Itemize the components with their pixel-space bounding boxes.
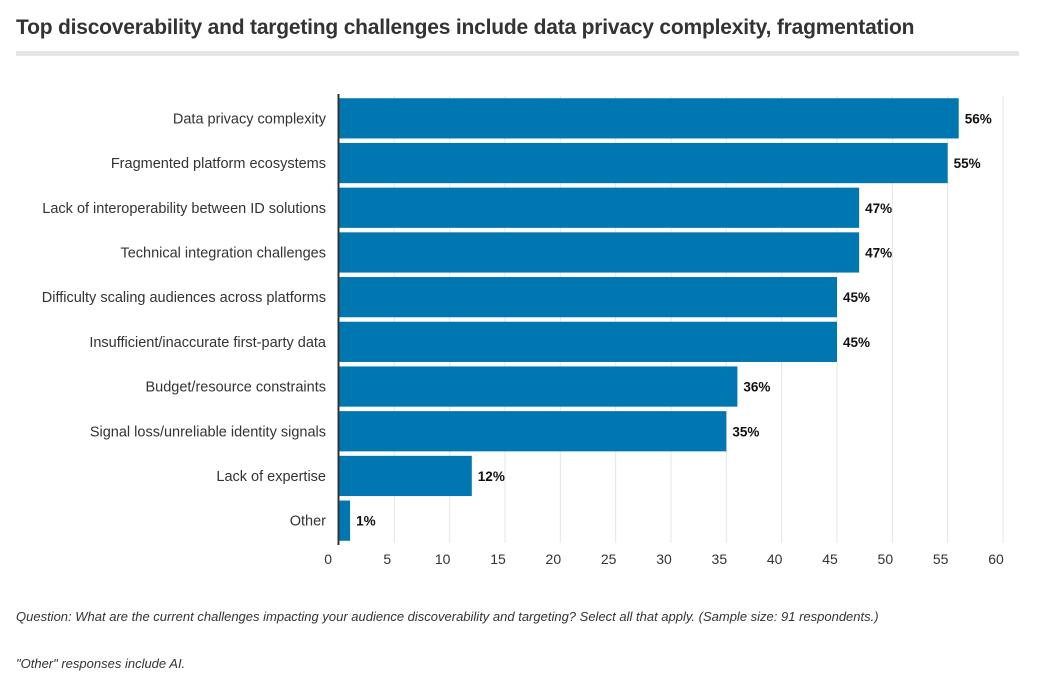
category-label: Technical integration challenges <box>120 245 326 261</box>
x-tick-label: 25 <box>601 551 617 567</box>
bar <box>339 500 351 541</box>
title-divider <box>16 51 1019 56</box>
bar <box>339 98 959 139</box>
bar <box>339 455 472 497</box>
x-tick-label: 40 <box>767 551 783 567</box>
value-label: 45% <box>843 290 870 305</box>
category-label: Lack of interoperability between ID solu… <box>42 201 326 217</box>
value-label: 45% <box>843 335 870 350</box>
bars <box>339 98 959 541</box>
bar-chart: 0 5 10 15 20 25 30 35 40 45 50 55 60 Data privacy com… <box>42 94 1004 567</box>
bar <box>339 187 860 228</box>
category-label: Signal loss/unreliable identity signals <box>90 424 326 440</box>
bar <box>339 142 948 184</box>
category-label: Insufficient/inaccurate first-party data <box>89 335 327 351</box>
x-tick-label: 35 <box>712 551 728 567</box>
value-label: 47% <box>865 245 892 260</box>
category-label: Lack of expertise <box>216 469 326 485</box>
labels: 0 5 10 15 20 25 30 35 40 45 50 55 60 Data privacy com… <box>42 111 1004 567</box>
value-label: 36% <box>743 380 770 395</box>
x-tick-label: 50 <box>878 551 894 567</box>
other-note: "Other" responses include AI. <box>16 656 186 671</box>
x-tick-label: 0 <box>324 551 332 567</box>
category-label: Other <box>290 514 326 530</box>
value-label: 12% <box>478 469 505 484</box>
x-tick-label: 55 <box>933 551 949 567</box>
bar <box>339 277 837 318</box>
bar <box>339 411 727 452</box>
category-label: Budget/resource constraints <box>145 380 326 396</box>
x-tick-label: 45 <box>822 551 838 567</box>
x-tick-label: 30 <box>656 551 672 567</box>
x-tick-label: 20 <box>546 551 562 567</box>
value-label: 47% <box>865 201 892 216</box>
category-label: Fragmented platform ecosystems <box>111 156 326 172</box>
value-label: 55% <box>954 156 981 171</box>
bar <box>339 366 738 407</box>
value-label: 56% <box>965 111 992 126</box>
bar <box>339 232 860 273</box>
value-label: 35% <box>732 424 759 439</box>
bar <box>339 321 837 362</box>
category-label: Difficulty scaling audiences across plat… <box>42 290 326 306</box>
question-note: Question: What are the current challenge… <box>16 609 879 624</box>
x-tick-label: 15 <box>490 551 506 567</box>
value-label: 1% <box>356 514 376 529</box>
chart-title: Top discoverability and targeting challe… <box>16 16 915 39</box>
x-tick-label: 60 <box>988 551 1004 567</box>
category-label: Data privacy complexity <box>173 111 327 127</box>
x-tick-label: 5 <box>383 551 391 567</box>
x-tick-label: 10 <box>435 551 451 567</box>
